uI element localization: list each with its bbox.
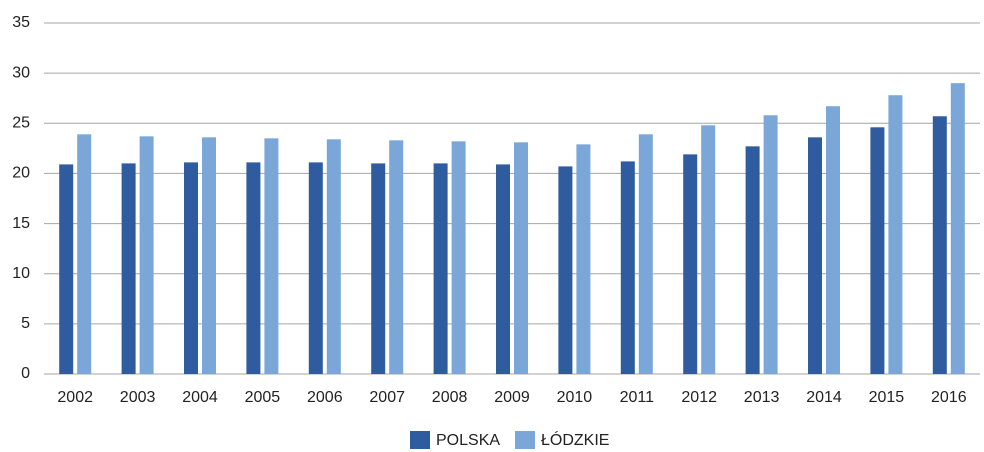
bar [620,161,635,374]
x-tick-label: 2012 [681,389,717,406]
bar [59,164,74,374]
bar [246,162,261,374]
y-tick-label: 5 [21,315,30,332]
legend-label: POLSKA [436,432,500,449]
legend-swatch [410,431,430,449]
y-tick-label: 0 [21,365,30,382]
bar [638,134,653,374]
bar [121,163,136,374]
legend-label: ŁÓDZKIE [541,430,609,449]
x-tick-label: 2002 [57,389,93,406]
bar [184,162,198,374]
bar [808,137,822,374]
x-tick-label: 2006 [307,389,343,406]
x-tick-label: 2013 [744,389,780,406]
y-tick-label: 25 [12,115,30,132]
y-tick-label: 35 [12,14,30,31]
bar [496,164,510,374]
bar [514,142,528,374]
bar [77,134,92,374]
bar [558,166,573,374]
y-tick-label: 15 [12,215,30,232]
bar [264,138,279,374]
legend-swatch [515,431,535,449]
bar [932,116,947,374]
bar [433,163,448,374]
y-tick-label: 20 [12,165,30,182]
bar [870,127,885,374]
x-tick-label: 2011 [620,389,655,406]
bar [451,141,466,374]
x-tick-label: 2005 [245,389,281,406]
y-tick-label: 30 [12,64,30,81]
x-tick-label: 2016 [931,389,967,406]
bar [745,146,760,374]
bar [326,139,341,374]
y-tick-label: 10 [12,265,30,282]
bar [308,162,323,374]
x-tick-label: 2014 [806,389,842,406]
x-tick-label: 2003 [120,389,156,406]
bar [826,106,840,374]
bar [576,144,591,374]
x-tick-label: 2004 [182,389,218,406]
bar [371,163,386,374]
x-tick-label: 2015 [869,389,905,406]
x-tick-label: 2008 [432,389,468,406]
x-tick-label: 2010 [557,389,593,406]
bar [950,83,965,375]
bar [202,137,216,374]
x-tick-label: 2009 [494,389,530,406]
bar [389,140,404,374]
bar [683,154,698,374]
bar [701,125,716,374]
bar [763,115,778,375]
bar [888,95,903,374]
bar [139,136,154,374]
x-tick-label: 2007 [369,389,405,406]
